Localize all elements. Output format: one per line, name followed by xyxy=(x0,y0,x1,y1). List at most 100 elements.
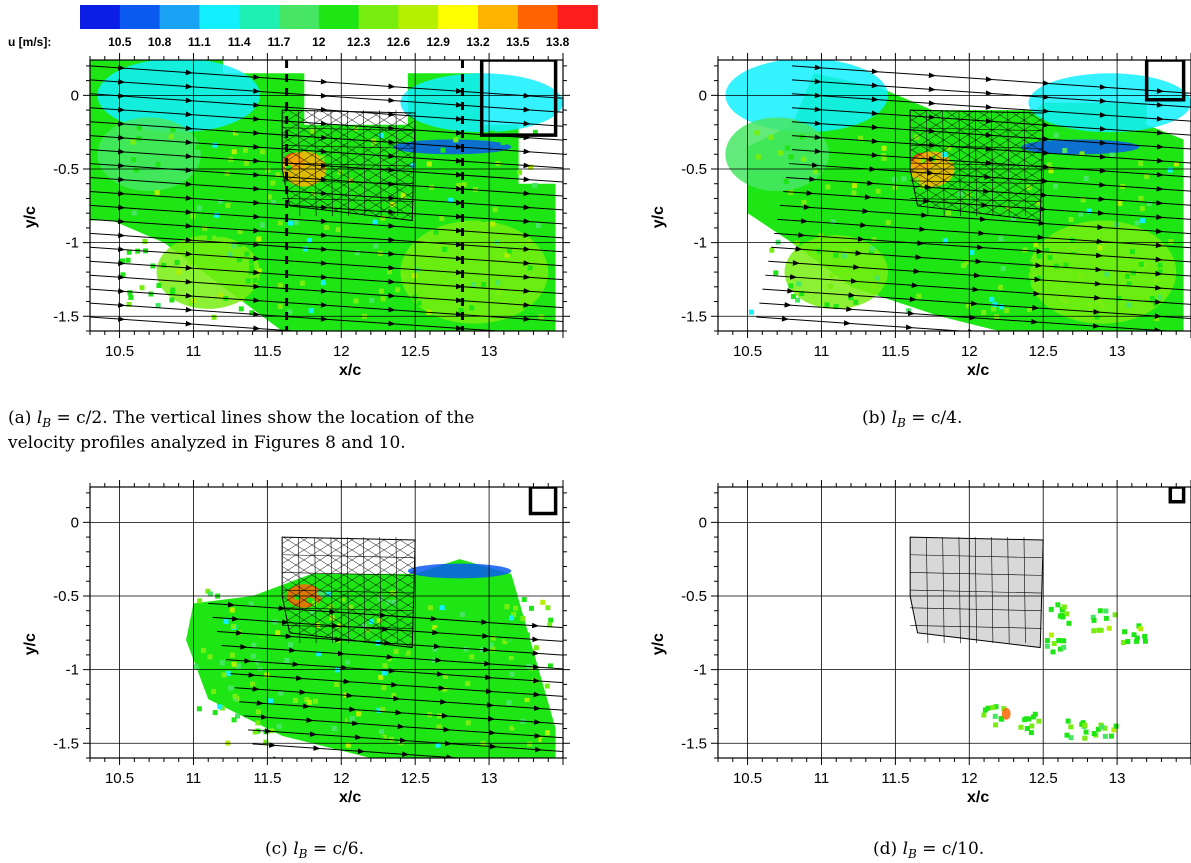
velocity-cell xyxy=(500,140,506,146)
wing-mesh-line xyxy=(910,607,1042,612)
velocity-cell xyxy=(197,185,203,191)
velocity-cell xyxy=(223,618,229,624)
colorbar-swatch xyxy=(358,5,399,29)
velocity-cell xyxy=(1083,175,1089,181)
velocity-cell xyxy=(212,142,218,148)
velocity-cell xyxy=(769,247,775,253)
velocity-cell xyxy=(505,636,511,642)
velocity-cell xyxy=(176,269,182,275)
velocity-cell xyxy=(270,180,276,186)
colorbar-level-label: 10.8 xyxy=(148,35,172,49)
wing-mesh-line xyxy=(282,607,414,612)
velocity-cell xyxy=(275,172,281,178)
velocity-cell xyxy=(472,213,478,219)
velocity-cell xyxy=(1124,273,1130,279)
velocity-cell xyxy=(169,297,175,303)
velocity-cell xyxy=(256,236,262,242)
wing-mesh-line xyxy=(346,110,349,217)
velocity-cell xyxy=(280,600,286,606)
wing-mesh-line xyxy=(974,110,977,217)
velocity-cell xyxy=(176,199,182,205)
velocity-cell xyxy=(477,627,483,633)
colorbar-level-label: 12.9 xyxy=(427,35,451,49)
velocity-cell xyxy=(436,724,442,730)
velocity-cell xyxy=(1066,620,1072,626)
velocity-cell xyxy=(380,296,386,302)
velocity-cell xyxy=(1055,602,1061,608)
velocity-cell xyxy=(260,149,266,155)
wing-mesh-line xyxy=(314,110,317,217)
velocity-cell xyxy=(1091,617,1097,623)
x-tick-label: 10.5 xyxy=(105,770,134,787)
velocity-cell xyxy=(286,275,292,281)
velocity-cell xyxy=(801,156,807,162)
velocity-cell xyxy=(1047,311,1053,317)
velocity-cell xyxy=(271,696,277,702)
velocity-cell xyxy=(818,233,824,239)
velocity-cell xyxy=(884,197,890,203)
x-tick-label: 10.5 xyxy=(733,770,762,787)
velocity-cell xyxy=(1168,239,1174,245)
x-tick-label: 11.5 xyxy=(253,770,281,787)
velocity-cell xyxy=(483,199,489,205)
velocity-cell xyxy=(229,607,235,613)
captions: (a) lB = c/2. The vertical lines show th… xyxy=(7,408,984,861)
velocity-cell xyxy=(853,299,859,305)
interrogation-window-box xyxy=(1144,60,1186,102)
velocity-cell xyxy=(349,688,355,694)
velocity-cell xyxy=(1094,314,1100,320)
velocity-cell xyxy=(238,306,244,312)
velocity-cell xyxy=(288,220,294,226)
velocity-cell xyxy=(154,190,160,196)
velocity-cell xyxy=(193,664,199,670)
velocity-cell xyxy=(135,248,141,254)
velocity-cell xyxy=(1102,733,1108,739)
velocity-cell xyxy=(489,130,495,136)
x-tick-label: 11.5 xyxy=(881,343,909,360)
velocity-cell xyxy=(231,624,237,630)
velocity-cell xyxy=(768,134,774,140)
x-tick-label: 12 xyxy=(961,770,978,787)
velocity-cell xyxy=(475,660,481,666)
velocity-cell xyxy=(1080,197,1086,203)
velocity-cell xyxy=(1133,638,1139,644)
velocity-cell xyxy=(1103,615,1109,621)
velocity-cell xyxy=(804,187,810,193)
velocity-cell xyxy=(289,281,295,287)
velocity-cell xyxy=(260,621,266,627)
velocity-cell xyxy=(249,310,255,316)
velocity-cell xyxy=(1113,207,1119,213)
velocity-cell xyxy=(395,689,401,695)
velocity-cell xyxy=(1102,725,1108,731)
velocity-cell xyxy=(168,134,174,140)
velocity-cell xyxy=(277,282,283,288)
velocity-cell xyxy=(391,692,397,698)
velocity-cell xyxy=(981,309,987,315)
wing-mesh-line xyxy=(363,110,366,217)
velocity-cell xyxy=(490,221,496,227)
velocity-cell xyxy=(265,128,271,134)
velocity-cell xyxy=(1026,306,1032,312)
velocity-cell xyxy=(1036,253,1042,259)
velocity-cell xyxy=(231,243,237,249)
velocity-cell xyxy=(510,626,516,632)
velocity-cell xyxy=(357,646,363,652)
caption-a: (a) lB = c/2. The vertical lines show th… xyxy=(8,408,474,430)
velocity-cell xyxy=(754,130,760,136)
velocity-cell xyxy=(898,269,904,275)
velocity-patch-red xyxy=(1001,707,1011,720)
velocity-cell xyxy=(1051,640,1057,646)
x-tick-label: 12.5 xyxy=(1029,770,1058,787)
velocity-cell xyxy=(1053,263,1059,269)
plot-area xyxy=(90,487,563,758)
velocity-cell xyxy=(422,590,428,596)
velocity-cell xyxy=(869,246,875,252)
velocity-cell xyxy=(1112,612,1118,618)
velocity-cell xyxy=(315,679,321,685)
velocity-cell xyxy=(1097,608,1103,614)
velocity-field xyxy=(186,559,556,758)
velocity-cell xyxy=(361,243,367,249)
velocity-cell xyxy=(381,685,387,691)
velocity-cell xyxy=(228,690,234,696)
wing-mesh-line xyxy=(282,162,414,167)
